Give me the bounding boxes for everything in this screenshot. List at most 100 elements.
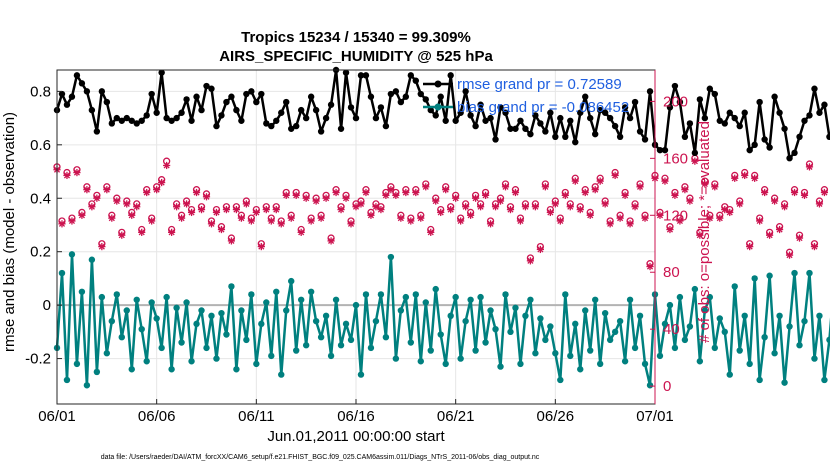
bias-point bbox=[577, 366, 584, 373]
star-stroke bbox=[392, 192, 399, 199]
bias-point bbox=[796, 342, 803, 349]
star-stroke bbox=[572, 178, 579, 185]
evaluated-marker bbox=[785, 251, 794, 259]
evaluated-marker bbox=[536, 245, 544, 254]
evaluated-marker bbox=[521, 203, 530, 211]
star-stroke bbox=[342, 195, 350, 202]
bias-point bbox=[73, 360, 81, 368]
bias-point bbox=[801, 317, 808, 325]
bias-point bbox=[392, 355, 400, 362]
bias-point bbox=[103, 350, 111, 357]
bias-point bbox=[616, 317, 624, 325]
evaluated-marker bbox=[447, 205, 455, 214]
star-stroke bbox=[238, 215, 245, 222]
evaluated-marker bbox=[606, 220, 614, 228]
bias-point bbox=[387, 253, 395, 261]
evaluated-marker bbox=[232, 205, 240, 214]
bias-point bbox=[118, 334, 125, 341]
star-stroke bbox=[532, 203, 539, 210]
rmse-point bbox=[646, 88, 654, 95]
star-stroke bbox=[617, 215, 624, 222]
rmse-point bbox=[258, 90, 265, 98]
bias-point bbox=[148, 299, 155, 306]
rmse-point bbox=[342, 69, 350, 76]
evaluated-marker bbox=[262, 205, 270, 214]
star-stroke bbox=[168, 229, 175, 236]
bias-point bbox=[437, 331, 444, 338]
evaluated-marker bbox=[795, 234, 804, 242]
star-stroke bbox=[497, 197, 504, 205]
rmse-point bbox=[437, 93, 444, 100]
rmse-point bbox=[567, 117, 574, 124]
rmse-point bbox=[78, 80, 86, 87]
bias-point bbox=[288, 277, 295, 285]
evaluated-marker bbox=[472, 194, 480, 202]
rmse-point bbox=[337, 125, 345, 132]
star-stroke bbox=[557, 217, 564, 225]
evaluated-marker bbox=[227, 237, 236, 245]
evaluated-marker bbox=[716, 214, 724, 222]
evaluated-marker bbox=[143, 188, 151, 197]
evaluated-marker bbox=[307, 217, 315, 225]
rmse-point bbox=[322, 114, 330, 122]
bias-point bbox=[93, 368, 101, 376]
star-stroke bbox=[377, 206, 384, 213]
evaluated-marker bbox=[372, 203, 380, 211]
evaluated-marker bbox=[113, 197, 121, 205]
rmse-point bbox=[736, 122, 743, 130]
star-stroke bbox=[467, 212, 474, 219]
bias-point bbox=[532, 350, 539, 357]
bias-point bbox=[317, 334, 325, 341]
star-stroke bbox=[681, 186, 688, 193]
rmse-point bbox=[621, 104, 629, 111]
bias-point bbox=[442, 360, 449, 368]
evaluated-marker bbox=[631, 203, 639, 211]
bias-point bbox=[422, 299, 429, 306]
x-tick-label: 06/01 bbox=[38, 408, 76, 425]
star-stroke bbox=[213, 209, 220, 216]
star-stroke bbox=[387, 186, 394, 193]
rmse-point bbox=[806, 112, 813, 119]
rmse-point bbox=[193, 93, 200, 100]
bias-point bbox=[312, 317, 320, 325]
evaluated-marker bbox=[312, 197, 320, 205]
star-stroke bbox=[477, 203, 484, 210]
star-stroke bbox=[402, 189, 409, 196]
star-stroke bbox=[333, 189, 340, 196]
star-stroke bbox=[602, 200, 609, 207]
evaluated-marker bbox=[397, 214, 405, 222]
star-stroke bbox=[303, 195, 310, 202]
bias-point bbox=[826, 336, 830, 344]
star-stroke bbox=[801, 192, 808, 199]
rmse-point bbox=[412, 77, 419, 84]
rmse-point bbox=[268, 122, 275, 130]
evaluated-marker bbox=[432, 197, 440, 205]
star-stroke bbox=[641, 215, 649, 222]
evaluated-marker bbox=[427, 228, 435, 236]
bias-point bbox=[477, 293, 484, 301]
rmse-point bbox=[392, 88, 400, 95]
evaluated-marker bbox=[88, 203, 96, 211]
star-stroke bbox=[492, 203, 499, 210]
evaluated-marker bbox=[476, 203, 485, 211]
rmse-point bbox=[696, 96, 704, 103]
evaluated-marker bbox=[297, 228, 305, 236]
rmse-point bbox=[587, 114, 594, 122]
evaluated-marker bbox=[726, 208, 734, 217]
bias-point bbox=[83, 382, 91, 389]
evaluated-marker bbox=[526, 257, 535, 265]
star-stroke bbox=[636, 183, 644, 190]
evaluated-marker bbox=[666, 225, 674, 234]
bias-point bbox=[457, 355, 464, 362]
bias-point bbox=[791, 269, 798, 277]
star-stroke bbox=[123, 200, 130, 207]
evaluated-marker bbox=[581, 188, 589, 197]
rmse-point bbox=[213, 122, 220, 130]
rmse-point bbox=[113, 114, 121, 122]
star-stroke bbox=[512, 189, 519, 196]
rmse-point bbox=[681, 133, 689, 140]
evaluated-marker bbox=[681, 186, 689, 194]
bias-point bbox=[527, 296, 534, 303]
rmse-point bbox=[527, 130, 534, 138]
y-right-tick-label: 40 bbox=[663, 321, 680, 338]
